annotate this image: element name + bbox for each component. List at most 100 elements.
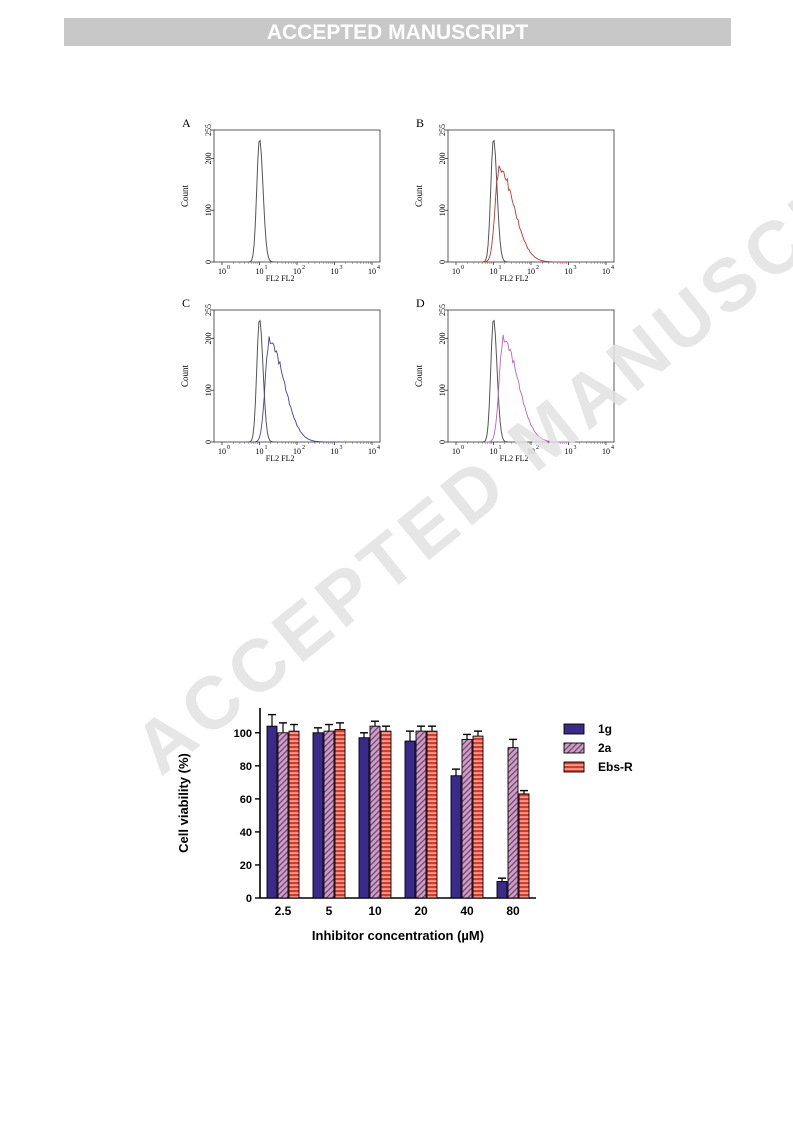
x-tick-exponent: 0 (227, 445, 230, 451)
x-tick-label: 10 (602, 267, 610, 276)
bar-2a (415, 730, 427, 899)
x-tick-exponent: 0 (461, 445, 464, 451)
y-axis-label: Count (180, 365, 190, 388)
x-tick-label: 10 (331, 447, 339, 456)
histogram-curve-gray (480, 319, 509, 443)
panel-label: D (416, 296, 425, 310)
x-tick-exponent: 2 (536, 265, 539, 271)
x-tick-exponent: 1 (499, 445, 502, 451)
y-tick-label: 60 (240, 794, 252, 806)
x-axis-label: FL2 FL2 (266, 274, 295, 283)
y-axis-label: Cell viability (%) (176, 753, 191, 853)
x-tick-label: 10 (452, 267, 460, 276)
y-tick-label: 0 (438, 260, 447, 264)
x-tick-exponent: 1 (265, 445, 268, 451)
histogram-curve-magenta (485, 334, 572, 443)
x-tick-label: 80 (506, 904, 520, 918)
x-tick-label: 10 (293, 267, 301, 276)
y-tick-label: 40 (240, 827, 252, 839)
x-tick-label: 10 (490, 447, 498, 456)
plot-frame (213, 309, 381, 443)
y-tick-label: 0 (246, 893, 252, 905)
legend-label: 1g (598, 722, 612, 736)
x-tick-label: 20 (414, 904, 428, 918)
bar-1g (496, 881, 508, 899)
bar-1g (266, 725, 278, 899)
x-axis-label: Inhibitor concentration (µM) (312, 928, 484, 943)
plot-frame (213, 129, 381, 263)
x-axis-label: FL2 FL2 (500, 274, 529, 283)
x-tick-exponent: 3 (574, 445, 577, 451)
x-axis-label: FL2 FL2 (266, 454, 295, 463)
bar-2a (461, 738, 473, 899)
x-tick-label: 10 (293, 447, 301, 456)
bar-2a (323, 730, 335, 899)
x-tick-label: 10 (256, 267, 264, 276)
x-tick-label: 10 (368, 267, 376, 276)
legend-swatch-2a (563, 742, 585, 754)
bar-ebs-r (288, 730, 300, 899)
x-tick-label: 10 (331, 267, 339, 276)
legend-swatch-1g (563, 723, 585, 735)
y-tick-label: 255 (204, 304, 213, 316)
x-tick-label: 10 (218, 447, 226, 456)
y-tick-label: 100 (234, 728, 252, 740)
bar-2a (369, 725, 381, 899)
x-tick-label: 40 (460, 904, 474, 918)
bar-ebs-r (334, 729, 346, 899)
x-tick-label: 2.5 (275, 904, 292, 918)
x-tick-exponent: 4 (377, 445, 380, 451)
x-tick-label: 10 (490, 267, 498, 276)
x-tick-exponent: 2 (302, 445, 305, 451)
manuscript-banner: ACCEPTED MANUSCRIPT (64, 18, 731, 46)
bar-1g (358, 737, 370, 899)
panel-label: A (182, 116, 191, 130)
y-tick-label: 80 (240, 761, 252, 773)
histogram-curve-gray (480, 139, 509, 263)
histogram-curve-gray (246, 319, 275, 443)
histogram-curve-gray (246, 139, 275, 263)
x-tick-exponent: 4 (377, 265, 380, 271)
x-tick-label: 10 (368, 447, 376, 456)
y-tick-label: 100 (204, 384, 213, 396)
bar-1g (404, 740, 416, 899)
histogram-curve-blue (251, 336, 338, 443)
y-tick-label: 200 (204, 332, 213, 344)
bar-2a (277, 732, 289, 899)
x-tick-exponent: 2 (536, 445, 539, 451)
legend-label: 2a (598, 741, 612, 755)
bar-ebs-r (426, 730, 438, 899)
legend-label: Ebs-R (598, 760, 633, 774)
x-tick-label: 10 (602, 447, 610, 456)
y-axis-label: Count (414, 365, 424, 388)
y-tick-label: 0 (438, 440, 447, 444)
y-tick-label: 200 (438, 152, 447, 164)
x-tick-exponent: 2 (302, 265, 305, 271)
x-tick-exponent: 0 (227, 265, 230, 271)
panel-label: B (416, 116, 424, 130)
x-axis-label: FL2 FL2 (500, 454, 529, 463)
y-tick-label: 200 (438, 332, 447, 344)
x-tick-label: 10 (565, 267, 573, 276)
y-tick-label: 255 (438, 124, 447, 136)
bar-2a (507, 747, 519, 899)
x-tick-label: 10 (256, 447, 264, 456)
bar-1g (312, 732, 324, 899)
x-tick-label: 10 (218, 267, 226, 276)
x-tick-exponent: 3 (574, 265, 577, 271)
y-tick-label: 0 (204, 260, 213, 264)
y-tick-label: 200 (204, 152, 213, 164)
x-tick-exponent: 4 (611, 265, 614, 271)
x-tick-exponent: 4 (611, 445, 614, 451)
y-tick-label: 0 (204, 440, 213, 444)
x-tick-exponent: 1 (499, 265, 502, 271)
y-axis-label: Count (180, 185, 190, 208)
x-tick-label: 10 (452, 447, 460, 456)
x-tick-label: 5 (326, 904, 333, 918)
y-tick-label: 100 (438, 384, 447, 396)
legend-swatch-ebs-r (563, 761, 585, 773)
x-tick-exponent: 1 (265, 265, 268, 271)
